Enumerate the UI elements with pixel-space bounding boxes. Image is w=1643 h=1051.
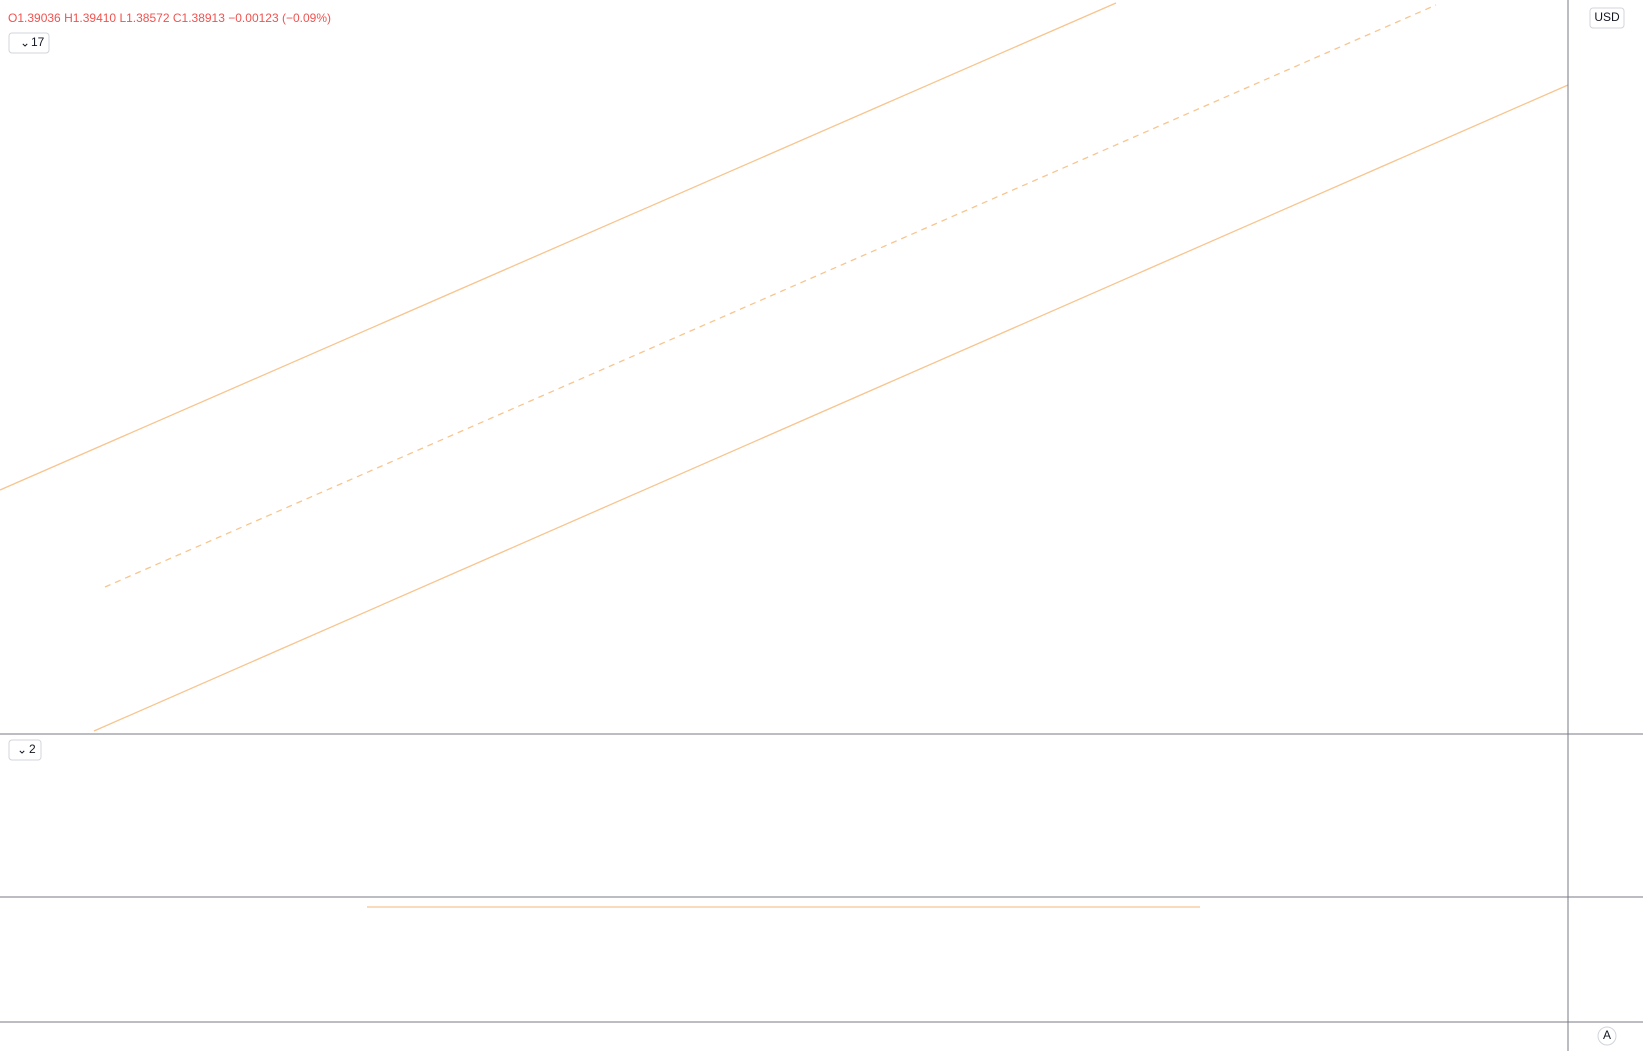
open: O1.39036 (8, 11, 61, 25)
price-badge: 17 (31, 35, 45, 49)
currency-button[interactable] (1589, 7, 1625, 29)
scale-mode: A (1603, 1028, 1611, 1042)
currency: USD (1594, 10, 1620, 24)
trend-line (93, 84, 1569, 732)
toggle-arrow: ⌄ (17, 743, 27, 757)
indicator-toggle[interactable] (8, 739, 42, 761)
close: C1.38913 (173, 11, 225, 25)
trend-line (104, 4, 1437, 588)
toggle-arrow: ⌄ (20, 36, 30, 50)
ohlc-header: O1.39036 H1.39410 L1.38572 C1.38913 −0.0… (8, 11, 331, 25)
indicator-toggle[interactable] (8, 32, 50, 54)
change: −0.00123 (−0.09%) (228, 11, 331, 25)
low: L1.38572 (119, 11, 169, 25)
high: H1.39410 (64, 11, 116, 25)
stoch-badge: 2 (29, 742, 36, 756)
trend-line (0, 2, 1117, 491)
scale-mode-button[interactable] (1597, 1026, 1617, 1046)
